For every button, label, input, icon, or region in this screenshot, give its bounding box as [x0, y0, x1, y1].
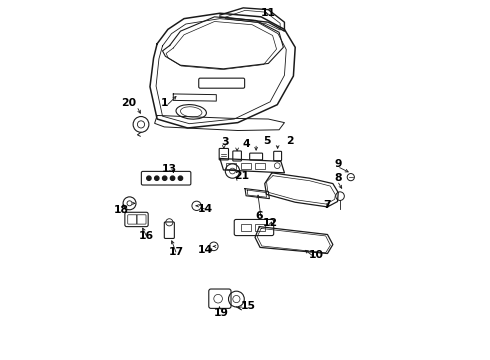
Text: 16: 16 [139, 231, 154, 240]
Text: 8: 8 [335, 173, 342, 183]
Text: 13: 13 [162, 164, 177, 174]
Text: 10: 10 [309, 250, 324, 260]
Bar [242, 225, 251, 231]
Text: 4: 4 [243, 139, 250, 149]
Bar [241, 163, 251, 169]
Text: 2: 2 [286, 136, 294, 145]
Text: 17: 17 [170, 247, 184, 257]
Text: 14: 14 [198, 245, 213, 255]
Text: 9: 9 [335, 159, 342, 169]
Circle shape [171, 176, 175, 180]
Text: 12: 12 [263, 218, 278, 228]
Text: 14: 14 [198, 204, 213, 214]
Text: 1: 1 [161, 98, 168, 108]
Text: 20: 20 [121, 98, 136, 108]
Text: 11: 11 [261, 8, 276, 18]
Text: 7: 7 [324, 200, 331, 210]
Text: 21: 21 [234, 171, 249, 181]
Text: 6: 6 [255, 211, 263, 221]
Text: 19: 19 [214, 308, 229, 318]
Circle shape [178, 176, 183, 180]
Text: 3: 3 [221, 138, 229, 147]
Circle shape [155, 176, 159, 180]
Text: 18: 18 [114, 206, 129, 216]
Text: 15: 15 [241, 301, 256, 311]
Bar [226, 163, 236, 169]
Circle shape [163, 176, 167, 180]
Text: 5: 5 [263, 136, 270, 145]
Bar [255, 163, 265, 169]
Bar [255, 225, 265, 231]
Circle shape [147, 176, 151, 180]
